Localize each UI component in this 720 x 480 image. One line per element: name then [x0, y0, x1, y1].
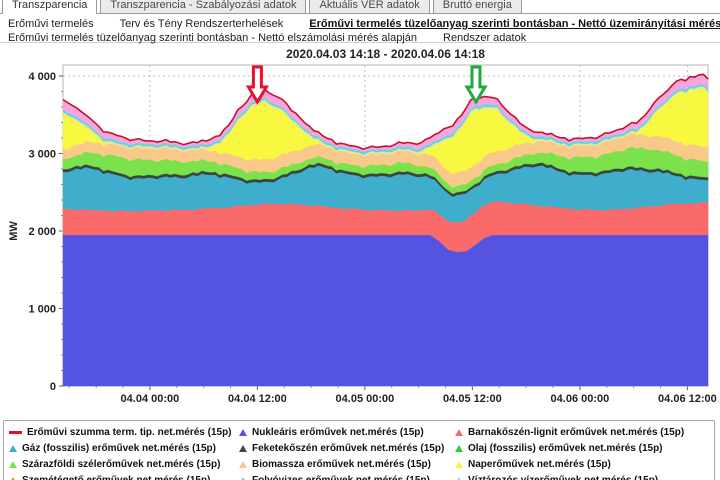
menu-item-active[interactable]: Erőművi termelés tüzelőanyag szerinti bo… [309, 18, 720, 30]
legend-triangle-marker [9, 460, 17, 468]
y-tick-label: 0 [50, 381, 56, 393]
legend-label: Biomassza erőművek net.mérés (15p) [252, 458, 431, 470]
legend-label: Barnakőszén-lignit erőművek net.mérés (1… [468, 426, 685, 438]
tab-3[interactable]: Aktuális VER adatok [309, 0, 430, 13]
legend-triangle-marker [9, 476, 17, 480]
stacked-areas [62, 74, 709, 387]
x-tick-label: 04.06 12:00 [658, 393, 717, 405]
y-tick-label: 3 000 [28, 149, 56, 161]
x-tick-label: 04.06 00:00 [551, 393, 610, 405]
legend-triangle-marker [455, 460, 463, 468]
legend-label: Szemétégető erőművek net.mérés (15p) [22, 474, 211, 480]
menu-item[interactable]: Erőművi termelés [8, 18, 94, 30]
legend-item: Folyóvizes erőművek net.mérés (15p) [239, 475, 455, 480]
chart-legend: Erőművi szumma term. tip. net.mérés (15p… [3, 420, 715, 480]
legend-row-2: Gáz (fosszilis) erőművek net.mérés (15p)… [9, 440, 714, 456]
tab-2[interactable]: Transzparencia - Szabályozási adatok [100, 0, 307, 13]
legend-item: Nukleáris erőművek net.mérés (15p) [239, 427, 455, 438]
legend-label: Erőművi szumma term. tip. net.mérés (15p… [27, 426, 232, 438]
menu-item[interactable]: Erőművi termelés tüzelőanyag szerinti bo… [8, 32, 418, 44]
tab-1[interactable]: Transzparencia [2, 0, 98, 14]
area-series-0 [62, 234, 709, 387]
legend-triangle-marker [239, 476, 247, 480]
legend-triangle-marker [455, 428, 463, 436]
legend-item: Szemétégető erőművek net.mérés (15p) [9, 475, 239, 480]
annotation-arrow-red [245, 65, 270, 105]
menu-bar: Erőművi termelés Terv és Tény Rendszerter… [0, 14, 720, 44]
legend-label: Naperőművek net.mérés (15p) [468, 458, 611, 470]
y-tick-label: 2 000 [28, 226, 56, 238]
chart-title: 2020.04.03 14:18 - 2020.04.06 14:18 [286, 47, 485, 61]
x-tick-label: 04.04 12:00 [228, 393, 287, 405]
menu-item[interactable]: Rendszer adatok [443, 32, 527, 44]
legend-line-marker [9, 430, 22, 434]
legend-item: Olaj (fosszilis) erőművek net.mérés (15p… [455, 443, 714, 454]
legend-triangle-marker [239, 460, 247, 468]
legend-item: Biomassza erőművek net.mérés (15p) [239, 459, 455, 470]
annotation-arrow-green [464, 65, 488, 105]
menu-row-2: Erőművi termelés tüzelőanyag szerinti bo… [0, 28, 720, 44]
legend-label: Víztározós vízerőművek net.mérés (15p) [468, 474, 659, 480]
legend-label: Feketekőszén erőművek net.mérés (15p) [252, 442, 445, 454]
legend-item: Naperőművek net.mérés (15p) [455, 459, 714, 470]
y-tick-label: 1 000 [28, 304, 56, 316]
legend-item: Gáz (fosszilis) erőművek net.mérés (15p) [9, 443, 239, 454]
tab-bar: Transzparencia Transzparencia - Szabályoz… [0, 0, 720, 14]
legend-label: Nukleáris erőművek net.mérés (15p) [252, 426, 424, 438]
legend-label: Olaj (fosszilis) erőművek net.mérés (15p… [468, 442, 663, 454]
legend-triangle-marker [455, 476, 463, 480]
y-axis-label: MW [8, 221, 20, 241]
y-tick-label: 4 000 [28, 71, 56, 83]
legend-item: Feketekőszén erőművek net.mérés (15p) [239, 443, 455, 454]
legend-row-1: Erőművi szumma term. tip. net.mérés (15p… [9, 424, 714, 440]
legend-item: Szárazföldi szélerőművek net.mérés (15p) [9, 459, 239, 470]
legend-triangle-marker [239, 428, 247, 436]
x-tick-label: 04.05 00:00 [336, 393, 395, 405]
menu-item[interactable]: Terv és Tény Rendszerterhelések [119, 18, 284, 30]
legend-label: Szárazföldi szélerőművek net.mérés (15p) [22, 458, 221, 470]
legend-triangle-marker [9, 444, 17, 452]
legend-label: Folyóvizes erőművek net.mérés (15p) [252, 474, 430, 480]
chart-canvas: 2020.04.03 14:18 - 2020.04.06 14:18 0 1 00… [8, 47, 717, 405]
legend-triangle-marker [239, 444, 247, 452]
total-line [62, 73, 709, 150]
menu-row-1: Erőművi termelés Terv és Tény Rendszerter… [0, 14, 720, 30]
legend-item: Víztározós vízerőművek net.mérés (15p) [455, 475, 714, 480]
x-tick-label: 04.04 00:00 [121, 393, 180, 405]
legend-item: Barnakőszén-lignit erőművek net.mérés (1… [455, 427, 714, 438]
x-tick-label: 04.05 12:00 [443, 393, 502, 405]
chart: 2020.04.03 14:18 - 2020.04.06 14:18 0 1 00… [0, 44, 720, 420]
legend-triangle-marker [455, 444, 463, 452]
legend-label: Gáz (fosszilis) erőművek net.mérés (15p) [22, 442, 216, 454]
tab-4[interactable]: Bruttó energia [432, 0, 522, 13]
legend-item: Erőművi szumma term. tip. net.mérés (15p… [9, 427, 239, 438]
legend-row-4: Szemétégető erőművek net.mérés (15p) Foly… [9, 472, 714, 480]
legend-row-3: Szárazföldi szélerőművek net.mérés (15p)… [9, 456, 714, 472]
